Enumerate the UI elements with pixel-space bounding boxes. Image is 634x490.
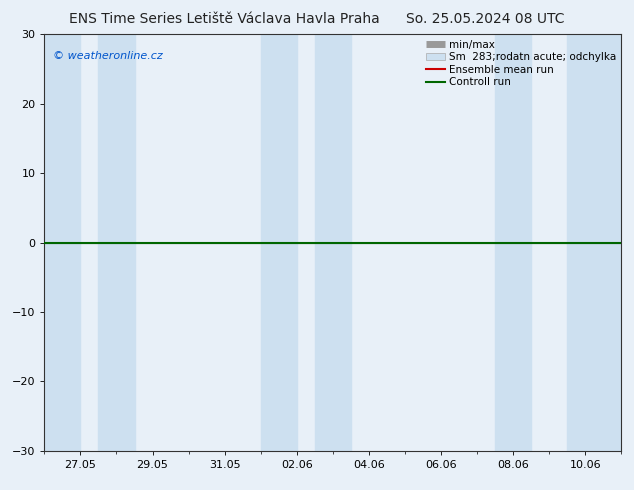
Bar <box>261 34 297 451</box>
Bar <box>495 34 531 451</box>
Bar <box>44 34 81 451</box>
Bar <box>98 34 134 451</box>
Bar <box>567 34 621 451</box>
Bar <box>315 34 351 451</box>
Text: ENS Time Series Letiště Václava Havla Praha      So. 25.05.2024 08 UTC: ENS Time Series Letiště Václava Havla Pr… <box>69 12 565 26</box>
Legend: min/max, Sm  283;rodatn acute; odchylka, Ensemble mean run, Controll run: min/max, Sm 283;rodatn acute; odchylka, … <box>424 37 618 89</box>
Text: © weatheronline.cz: © weatheronline.cz <box>53 51 163 61</box>
